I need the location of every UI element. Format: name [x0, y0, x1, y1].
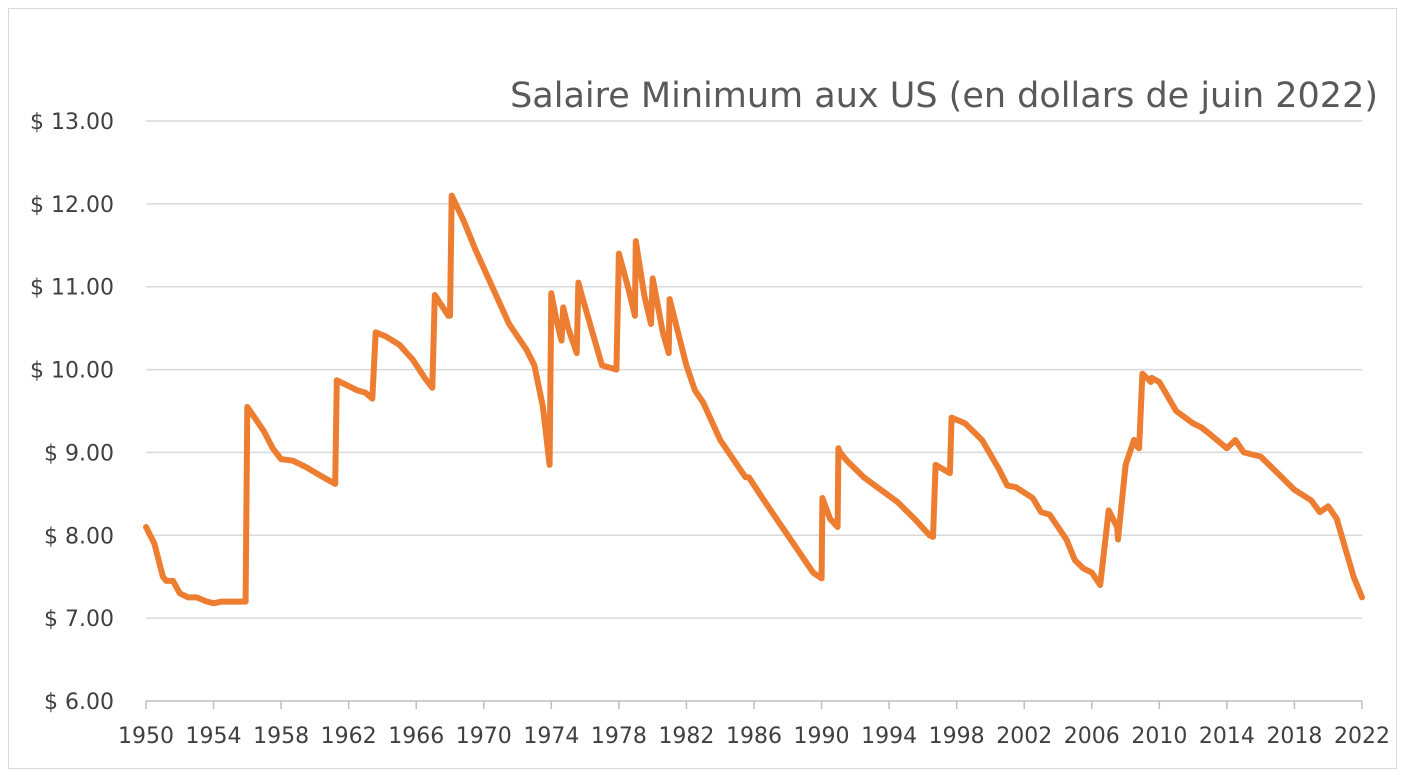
- x-tick-label: 2018: [1266, 724, 1322, 749]
- y-tick-label: $ 11.00: [30, 276, 114, 301]
- x-axis: 1950 1954 1958 1962 1966 1970 1974 1978 1982 1986…: [118, 700, 1390, 749]
- x-tick-label: 1978: [591, 724, 647, 749]
- x-tick-label: 1958: [253, 724, 309, 749]
- x-tick-label: 1986: [726, 724, 782, 749]
- x-tick-label: 2014: [1199, 724, 1255, 749]
- x-tick-label: 1950: [118, 724, 174, 749]
- x-tick-label: 1966: [388, 724, 444, 749]
- y-tick-label: $ 7.00: [44, 607, 114, 632]
- x-tick-label: 2010: [1131, 724, 1187, 749]
- x-tick-label: 1974: [523, 724, 579, 749]
- y-axis-tick-labels: $ 6.00 $ 7.00 $ 8.00 $ 9.00 $ 10.00 $ 11.00 $ …: [30, 110, 114, 715]
- x-tick-label: 1982: [658, 724, 714, 749]
- x-tick-label: 1954: [186, 724, 242, 749]
- chart-title: Salaire Minimum aux US (en dollars de ju…: [510, 76, 1378, 116]
- x-tick-label: 2006: [1064, 724, 1120, 749]
- y-tick-label: $ 13.00: [30, 110, 114, 135]
- x-tick-label: 1970: [456, 724, 512, 749]
- x-tick-label: 2022: [1334, 724, 1390, 749]
- y-tick-label: $ 9.00: [44, 441, 114, 466]
- x-tick-label: 1962: [321, 724, 377, 749]
- gridlines: [146, 120, 1362, 619]
- x-tick-label: 1998: [929, 724, 985, 749]
- series-line-0: [143, 192, 1365, 607]
- x-tick-label: 1990: [794, 724, 850, 749]
- series-layer: [143, 192, 1365, 607]
- y-tick-label: $ 12.00: [30, 193, 114, 218]
- y-tick-label: $ 6.00: [44, 690, 114, 715]
- y-tick-label: $ 8.00: [44, 524, 114, 549]
- y-tick-label: $ 10.00: [30, 359, 114, 384]
- x-tick-label: 2002: [996, 724, 1052, 749]
- x-tick-label: 1994: [861, 724, 917, 749]
